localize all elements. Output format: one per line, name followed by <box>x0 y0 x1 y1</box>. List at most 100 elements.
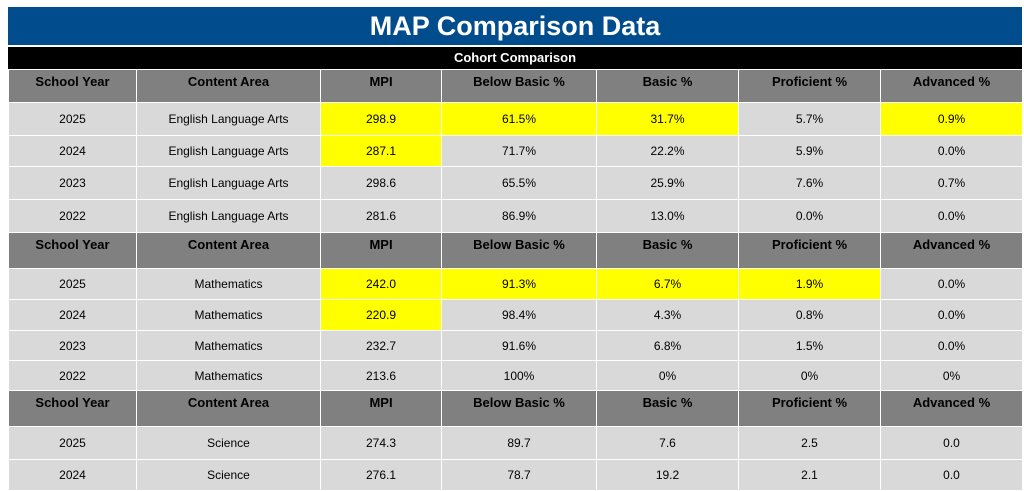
comparison-table: School Year Content Area MPI Below Basic… <box>8 69 1023 491</box>
cell-advanced: 0.0 <box>880 426 1023 460</box>
cell-proficient: 0% <box>738 360 881 391</box>
header-advanced: Advanced % <box>880 232 1023 269</box>
cell-mpi: 232.7 <box>320 330 442 361</box>
header-mpi: MPI <box>320 390 442 427</box>
cell-content-area: Science <box>136 459 321 491</box>
cell-content-area: English Language Arts <box>136 166 321 200</box>
header-advanced: Advanced % <box>880 390 1023 427</box>
header-mpi: MPI <box>320 232 442 269</box>
cell-content-area: Mathematics <box>136 299 321 331</box>
header-proficient: Proficient % <box>738 390 881 427</box>
table-row: 2023 Mathematics 232.7 91.6% 6.8% 1.5% 0.0% <box>8 330 1023 361</box>
header-content-area: Content Area <box>136 69 321 103</box>
table-row: 2023 English Language Arts 298.6 65.5% 25.9%… <box>8 166 1023 200</box>
header-proficient: Proficient % <box>738 232 881 269</box>
cell-school-year: 2022 <box>8 199 137 233</box>
cell-below-basic: 65.5% <box>441 166 597 200</box>
cell-below-basic: 61.5% <box>441 102 597 136</box>
cell-proficient: 2.5 <box>738 426 881 460</box>
cell-proficient: 0.0% <box>738 199 881 233</box>
header-advanced: Advanced % <box>880 69 1023 103</box>
cell-mpi: 281.6 <box>320 199 442 233</box>
header-school-year: School Year <box>8 69 137 103</box>
cell-mpi: 276.1 <box>320 459 442 491</box>
header-mpi: MPI <box>320 69 442 103</box>
table-row: 2024 English Language Arts 287.1 71.7% 22.2%… <box>8 135 1023 167</box>
header-proficient: Proficient % <box>738 69 881 103</box>
header-row: School Year Content Area MPI Below Basic… <box>8 69 1023 103</box>
cell-school-year: 2025 <box>8 268 137 300</box>
cell-school-year: 2025 <box>8 426 137 460</box>
cell-school-year: 2025 <box>8 102 137 136</box>
cell-mpi: 274.3 <box>320 426 442 460</box>
header-below-basic: Below Basic % <box>441 390 597 427</box>
table-row: 2022 Mathematics 213.6 100% 0% 0% 0% <box>8 360 1023 391</box>
page-title: MAP Comparison Data <box>8 7 1022 45</box>
table-row: 2025 Mathematics 242.0 91.3% 6.7% 1.9% 0.0% <box>8 268 1023 300</box>
header-below-basic: Below Basic % <box>441 232 597 269</box>
cell-below-basic: 91.3% <box>441 268 597 300</box>
cell-mpi: 242.0 <box>320 268 442 300</box>
cell-below-basic: 86.9% <box>441 199 597 233</box>
header-basic: Basic % <box>596 69 739 103</box>
cell-basic: 4.3% <box>596 299 739 331</box>
cell-advanced: 0.0% <box>880 135 1023 167</box>
header-school-year: School Year <box>8 232 137 269</box>
cell-basic: 0% <box>596 360 739 391</box>
cell-basic: 7.6 <box>596 426 739 460</box>
header-row: School Year Content Area MPI Below Basic… <box>8 232 1023 269</box>
cell-proficient: 7.6% <box>738 166 881 200</box>
cell-advanced: 0.9% <box>880 102 1023 136</box>
cell-content-area: Mathematics <box>136 268 321 300</box>
cell-content-area: Mathematics <box>136 360 321 391</box>
cell-proficient: 5.7% <box>738 102 881 136</box>
cell-school-year: 2022 <box>8 360 137 391</box>
cell-below-basic: 78.7 <box>441 459 597 491</box>
cell-mpi: 213.6 <box>320 360 442 391</box>
cell-school-year: 2023 <box>8 330 137 361</box>
cell-mpi: 287.1 <box>320 135 442 167</box>
table-row: 2025 Science 274.3 89.7 7.6 2.5 0.0 <box>8 426 1023 460</box>
header-content-area: Content Area <box>136 232 321 269</box>
cell-below-basic: 89.7 <box>441 426 597 460</box>
cell-below-basic: 71.7% <box>441 135 597 167</box>
cell-proficient: 1.5% <box>738 330 881 361</box>
cell-mpi: 298.9 <box>320 102 442 136</box>
cell-advanced: 0% <box>880 360 1023 391</box>
header-basic: Basic % <box>596 390 739 427</box>
cell-basic: 22.2% <box>596 135 739 167</box>
cell-advanced: 0.0 <box>880 459 1023 491</box>
cell-content-area: Mathematics <box>136 330 321 361</box>
cell-basic: 6.8% <box>596 330 739 361</box>
cell-content-area: English Language Arts <box>136 199 321 233</box>
cell-below-basic: 91.6% <box>441 330 597 361</box>
cell-below-basic: 98.4% <box>441 299 597 331</box>
cell-proficient: 5.9% <box>738 135 881 167</box>
header-below-basic: Below Basic % <box>441 69 597 103</box>
table-subtitle: Cohort Comparison <box>8 47 1022 69</box>
cell-proficient: 1.9% <box>738 268 881 300</box>
cell-basic: 6.7% <box>596 268 739 300</box>
cell-content-area: English Language Arts <box>136 102 321 136</box>
table-row: 2024 Science 276.1 78.7 19.2 2.1 0.0 <box>8 459 1023 491</box>
cell-advanced: 0.0% <box>880 199 1023 233</box>
header-basic: Basic % <box>596 232 739 269</box>
cell-mpi: 220.9 <box>320 299 442 331</box>
cell-basic: 13.0% <box>596 199 739 233</box>
table-row: 2025 English Language Arts 298.9 61.5% 31.7%… <box>8 102 1023 136</box>
cell-basic: 31.7% <box>596 102 739 136</box>
cell-proficient: 0.8% <box>738 299 881 331</box>
cell-school-year: 2024 <box>8 135 137 167</box>
cell-basic: 25.9% <box>596 166 739 200</box>
table-row: 2024 Mathematics 220.9 98.4% 4.3% 0.8% 0.0% <box>8 299 1023 331</box>
report-container: MAP Comparison Data Cohort Comparison Sc… <box>8 7 1023 491</box>
cell-mpi: 298.6 <box>320 166 442 200</box>
cell-advanced: 0.0% <box>880 268 1023 300</box>
cell-advanced: 0.7% <box>880 166 1023 200</box>
cell-basic: 19.2 <box>596 459 739 491</box>
cell-content-area: Science <box>136 426 321 460</box>
header-row: School Year Content Area MPI Below Basic… <box>8 390 1023 427</box>
header-content-area: Content Area <box>136 390 321 427</box>
header-school-year: School Year <box>8 390 137 427</box>
cell-advanced: 0.0% <box>880 299 1023 331</box>
